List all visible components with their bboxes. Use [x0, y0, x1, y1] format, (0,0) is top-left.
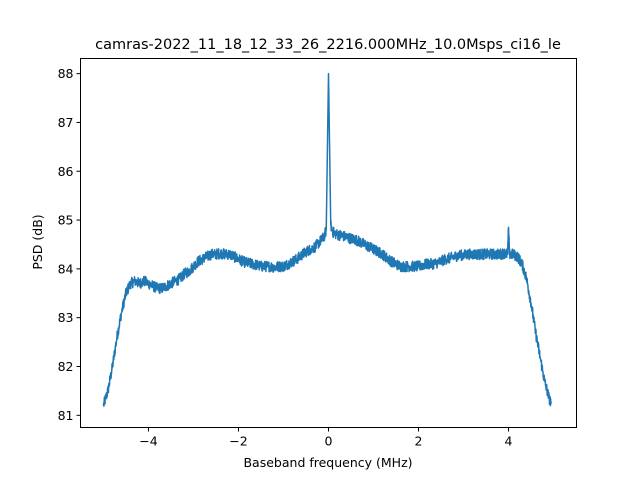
- x-axis: −4 −2 0 2 4: [139, 427, 513, 449]
- x-tick-label: 4: [505, 434, 513, 449]
- x-tick-label: −2: [229, 434, 247, 449]
- y-tick-label: 84: [58, 261, 74, 276]
- y-tick-label: 81: [58, 408, 74, 423]
- y-tick-label: 82: [58, 359, 74, 374]
- chart-title: camras-2022_11_18_12_33_26_2216.000MHz_1…: [95, 37, 561, 53]
- x-tick-label: 0: [325, 434, 333, 449]
- y-tick-label: 86: [58, 164, 74, 179]
- y-tick-label: 85: [58, 213, 74, 228]
- y-axis: 81 82 83 84 85 86 87 88: [58, 66, 81, 423]
- psd-series-line: [102, 72, 552, 407]
- x-tick-label: −4: [139, 434, 157, 449]
- y-axis-label: PSD (dB): [30, 214, 45, 269]
- x-tick-label: 2: [415, 434, 423, 449]
- y-tick-label: 83: [58, 310, 74, 325]
- x-axis-label: Baseband frequency (MHz): [243, 455, 412, 470]
- plot-area: [102, 72, 552, 407]
- y-tick-label: 87: [58, 115, 74, 130]
- y-tick-label: 88: [58, 66, 74, 81]
